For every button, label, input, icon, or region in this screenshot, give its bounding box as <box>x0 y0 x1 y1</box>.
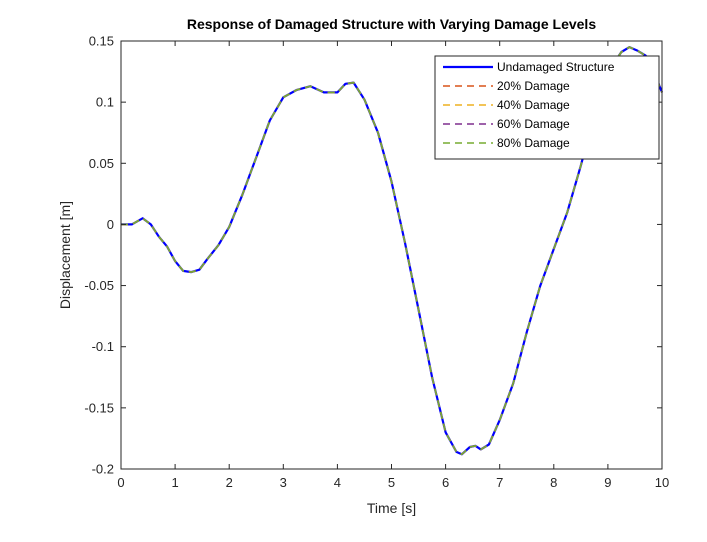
x-tick-label: 1 <box>171 475 178 490</box>
x-tick-label: 9 <box>604 475 611 490</box>
series-layer <box>121 45 664 456</box>
y-tick-label: 0.05 <box>89 156 114 171</box>
y-tick-label: 0.1 <box>96 95 114 110</box>
chart-title: Response of Damaged Structure with Varyi… <box>187 16 596 32</box>
x-tick-label: 6 <box>442 475 449 490</box>
y-tick-label: -0.15 <box>84 400 114 415</box>
x-tick-label: 5 <box>388 475 395 490</box>
legend: Undamaged Structure 20% Damage 40% Damage 6… <box>434 55 660 160</box>
legend-label: 20% Damage <box>497 79 570 93</box>
legend-label: 40% Damage <box>497 98 570 112</box>
legend-box <box>434 55 660 160</box>
y-tick-label: -0.2 <box>92 462 114 477</box>
series-line-4 <box>121 46 663 456</box>
x-tick-label: 8 <box>550 475 557 490</box>
x-tick-label: 7 <box>496 475 503 490</box>
y-tick-label: 0.15 <box>89 34 114 49</box>
x-tick-label: 2 <box>226 475 233 490</box>
x-tick-label: 10 <box>655 475 669 490</box>
x-axis-label: Time [s] <box>367 500 416 516</box>
axes-layer: 0 1 2 3 4 5 6 7 8 9 10 -0.2 -0.15 -0.1 -0.05 0 0.05 0.1 0.… <box>84 34 669 491</box>
legend-label: 80% Damage <box>497 136 570 150</box>
legend-label: Undamaged Structure <box>497 60 615 74</box>
x-tick-label: 0 <box>117 475 124 490</box>
x-tick-label: 3 <box>280 475 287 490</box>
y-tick-label: -0.1 <box>92 339 114 354</box>
x-tick-label: 4 <box>334 475 341 490</box>
y-tick-label: 0 <box>107 217 114 232</box>
y-tick-label: -0.05 <box>84 278 114 293</box>
legend-label: 60% Damage <box>497 117 570 131</box>
y-axis-label: Displacement [m] <box>57 201 73 309</box>
